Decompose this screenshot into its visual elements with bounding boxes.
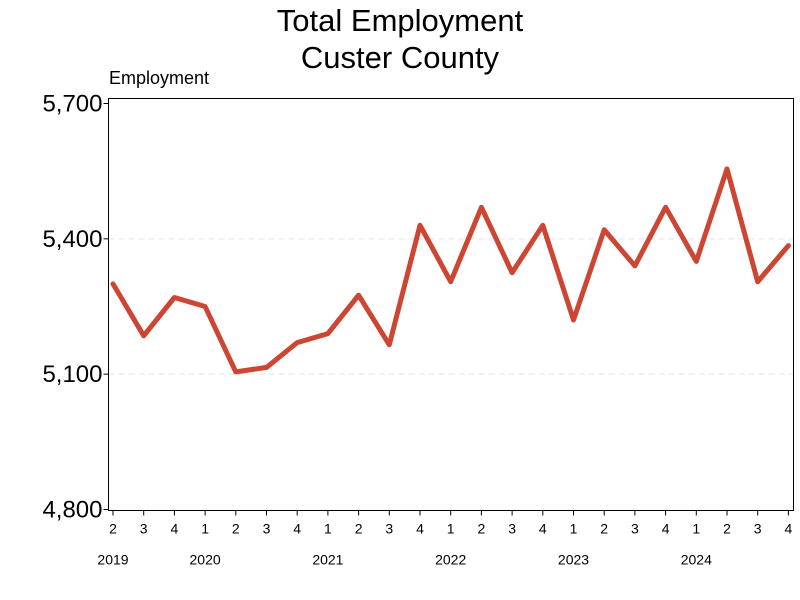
x-tick-label: 4 [171, 521, 179, 537]
plot-area [108, 98, 794, 511]
y-tick-label: 5,400 [42, 226, 102, 253]
x-tick-label: 1 [201, 521, 209, 537]
data-point [786, 244, 790, 248]
data-point [602, 228, 606, 232]
x-tick-label: 1 [570, 521, 578, 537]
x-tick-label: 3 [508, 521, 516, 537]
x-tick-label: 3 [754, 521, 762, 537]
chart-title-block: Total Employment Custer County [0, 2, 800, 76]
data-point [265, 365, 268, 369]
data-point [633, 264, 637, 268]
x-tick-label: 3 [631, 521, 639, 537]
x-tick-label: 4 [539, 521, 547, 537]
x-tick-label: 2 [109, 521, 117, 537]
x-tick-label: 3 [263, 521, 271, 537]
data-point [111, 282, 115, 286]
x-tick-label: 2 [600, 521, 608, 537]
data-point [357, 293, 361, 297]
x-year-label: 2024 [681, 552, 712, 568]
y-tick-label: 4,800 [42, 497, 102, 524]
x-year-label: 2022 [435, 552, 466, 568]
series-line [110, 166, 791, 375]
x-tick-label: 2 [478, 521, 486, 537]
x-tick-label: 2 [232, 521, 240, 537]
x-year-label: 2021 [312, 552, 343, 568]
data-point [449, 280, 453, 284]
data-point [203, 305, 207, 308]
x-tick-label: 4 [785, 521, 793, 537]
x-year-label: 2020 [190, 552, 221, 568]
gridlines [108, 238, 794, 375]
x-tick-label: 2 [723, 521, 731, 537]
data-point [142, 334, 146, 338]
data-point [295, 341, 299, 345]
x-year-label: 2019 [97, 552, 128, 568]
series-layer [110, 166, 791, 375]
y-axis-title: Employment [109, 68, 210, 88]
data-point [664, 205, 668, 209]
x-tick-label: 4 [293, 521, 301, 537]
x-tick-label: 1 [447, 521, 455, 537]
chart-subtitle: Custer County [300, 40, 500, 75]
data-point [541, 223, 545, 227]
x-tick-label: 3 [385, 521, 393, 537]
data-point [756, 280, 760, 284]
data-point [479, 205, 483, 209]
data-point [172, 295, 176, 299]
x-tick-label: 3 [140, 521, 148, 537]
data-point [387, 343, 391, 347]
data-point [725, 167, 729, 171]
data-point [234, 370, 238, 374]
x-tick-label: 1 [692, 521, 700, 537]
y-tick-label: 5,100 [42, 361, 102, 388]
y-axis: 4,800 5,100 5,400 5,700 [42, 91, 109, 524]
data-point [326, 332, 330, 336]
data-point [418, 223, 422, 227]
y-tick-label: 5,700 [42, 91, 102, 118]
x-tick-label: 4 [662, 521, 670, 537]
data-point [694, 259, 698, 263]
data-point [572, 318, 575, 322]
chart-title: Total Employment [276, 3, 524, 38]
x-year-label: 2023 [558, 552, 589, 568]
x-tick-label: 1 [324, 521, 332, 537]
x-axis: 2 3 4 1 2 3 4 1 2 3 4 1 2 3 4 1 2 3 4 1 2 3 4 2019 2020 2021 2022 2… [97, 510, 793, 568]
data-point [510, 271, 514, 275]
x-tick-label: 2 [355, 521, 363, 537]
x-tick-label: 4 [416, 521, 424, 537]
